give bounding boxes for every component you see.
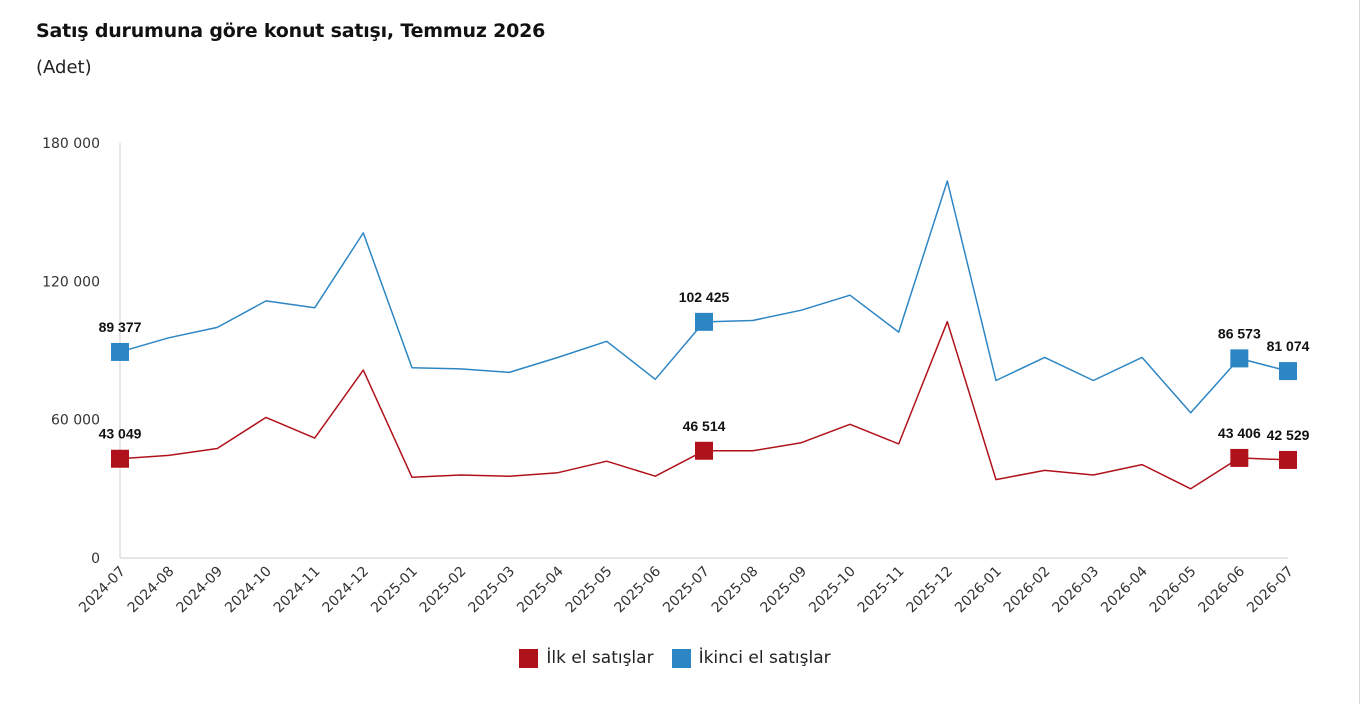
x-tick-label: 2026-03 — [1049, 564, 1102, 617]
x-tick-label: 2025-03 — [465, 564, 518, 617]
x-tick-label: 2024-10 — [222, 564, 275, 617]
data-label: 86 573 — [1218, 325, 1261, 341]
marker-second-hand — [1279, 362, 1297, 381]
x-tick-label: 2025-08 — [709, 564, 762, 617]
data-label: 46 514 — [683, 418, 726, 434]
marker-first-hand — [695, 441, 713, 460]
x-tick-label: 2025-12 — [903, 564, 956, 617]
x-tick-label: 2025-01 — [368, 564, 421, 617]
x-tick-label: 2025-09 — [757, 564, 810, 617]
marker-second-hand — [695, 312, 713, 331]
x-tick-label: 2026-02 — [1001, 564, 1054, 617]
x-tick-label: 2026-07 — [1244, 564, 1297, 617]
x-tick-label: 2024-07 — [76, 564, 129, 617]
y-tick-label: 180 000 — [42, 136, 100, 152]
data-label: 43 049 — [99, 426, 142, 442]
legend-label-second-hand: İkinci el satışlar — [698, 648, 831, 668]
marker-first-hand — [1279, 450, 1297, 469]
x-tick-label: 2025-11 — [855, 564, 908, 617]
legend-label-first-hand: İlk el satışlar — [546, 648, 654, 668]
y-tick-label: 60 000 — [51, 413, 100, 429]
marker-first-hand — [1230, 448, 1249, 467]
data-label: 42 529 — [1267, 427, 1310, 443]
x-tick-label: 2026-04 — [1098, 563, 1151, 616]
marker-first-hand — [111, 449, 129, 468]
series-line-first-hand — [119, 320, 1289, 490]
x-tick-label: 2026-05 — [1147, 564, 1200, 617]
x-tick-label: 2025-04 — [514, 563, 567, 616]
marker-second-hand — [1230, 349, 1249, 368]
data-label: 81 074 — [1267, 338, 1310, 354]
chart-subtitle: (Adet) — [36, 57, 92, 78]
y-tick-label: 0 — [91, 551, 100, 567]
x-tick-label: 2025-05 — [563, 564, 616, 617]
x-tick-label: 2025-06 — [611, 563, 664, 616]
chart-legend: İlk el satışlar İkinci el satışlar — [0, 648, 1350, 668]
x-tick-label: 2024-12 — [319, 564, 372, 617]
x-tick-label: 2024-11 — [271, 564, 324, 617]
x-tick-label: 2026-01 — [952, 564, 1005, 617]
x-tick-label: 2026-06 — [1195, 563, 1248, 616]
legend-item-second-hand: İkinci el satışlar — [671, 648, 831, 668]
marker-second-hand — [111, 342, 129, 361]
chart-title: Satış durumuna göre konut satışı, Temmuz… — [36, 20, 546, 42]
x-tick-label: 2024-09 — [173, 564, 226, 617]
legend-swatch-second-hand — [671, 648, 691, 668]
data-label: 43 406 — [1218, 425, 1261, 441]
data-label: 102 425 — [679, 289, 730, 305]
y-tick-label: 120 000 — [42, 274, 100, 290]
x-tick-label: 2025-02 — [417, 564, 470, 617]
x-tick-label: 2025-07 — [660, 564, 713, 617]
legend-swatch-first-hand — [519, 648, 539, 668]
x-tick-label: 2024-08 — [125, 564, 178, 617]
legend-item-first-hand: İlk el satışlar — [519, 648, 654, 668]
right-border — [1359, 0, 1360, 704]
x-tick-label: 2025-10 — [806, 564, 859, 617]
data-label: 89 377 — [99, 319, 142, 335]
